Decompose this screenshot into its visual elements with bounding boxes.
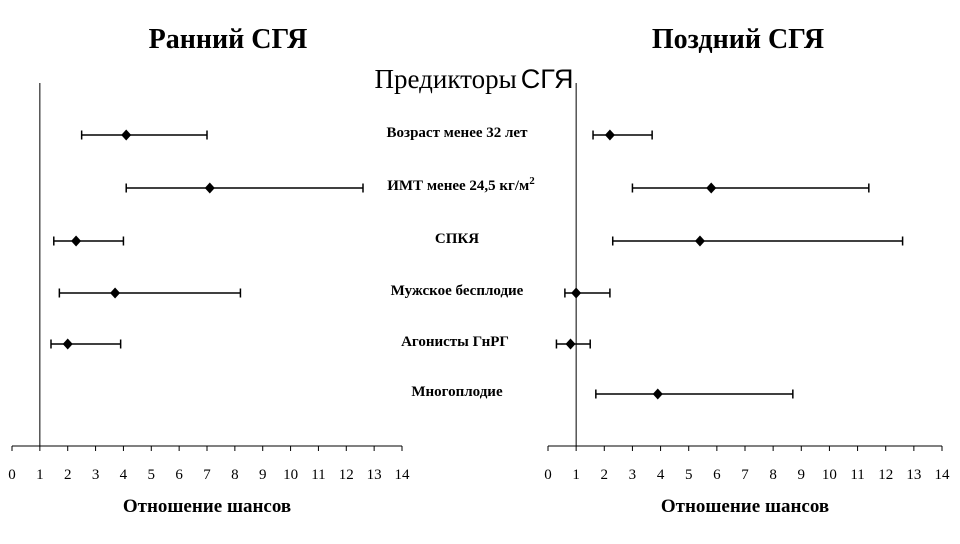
forest-point-group	[592, 129, 653, 141]
odds-ratio-marker	[694, 235, 705, 247]
panel-title: Ранний СГЯ	[149, 24, 308, 55]
x-axis-title: Отношение шансов	[661, 496, 829, 517]
x-tick-label: 6	[175, 467, 183, 483]
x-axis-title: Отношение шансов	[123, 496, 291, 517]
odds-ratio-marker	[571, 287, 582, 299]
x-tick-label: 7	[203, 467, 211, 483]
x-tick-label: 4	[657, 467, 665, 483]
main-title: Предикторы СГЯ	[375, 64, 574, 94]
x-tick-label: 5	[685, 467, 693, 483]
odds-ratio-marker	[565, 338, 576, 350]
x-tick-label: 8	[231, 467, 239, 483]
x-tick-label: 4	[120, 467, 128, 483]
predictor-label-text: Мужское бесплодие	[391, 283, 524, 299]
odds-ratio-marker	[604, 129, 615, 141]
predictor-label: Многоплодие	[411, 384, 503, 400]
x-tick-label: 9	[798, 467, 806, 483]
x-tick-label: 0	[544, 467, 552, 483]
odds-ratio-marker	[62, 338, 73, 350]
odds-ratio-marker	[652, 388, 663, 400]
x-tick-label: 10	[822, 467, 837, 483]
x-tick-label: 2	[64, 467, 72, 483]
x-tick-label: 3	[629, 467, 637, 483]
predictor-label-text: Многоплодие	[411, 384, 503, 400]
x-tick-label: 8	[769, 467, 777, 483]
predictor-label-text: Возраст менее 32 лет	[387, 125, 529, 141]
x-tick-label: 11	[311, 467, 325, 483]
x-tick-label: 11	[850, 467, 864, 483]
forest-point-group	[50, 338, 122, 350]
predictor-label: Агонисты ГнРГ	[401, 334, 509, 350]
forest-point-group	[595, 388, 794, 400]
x-tick-label: 14	[935, 467, 951, 483]
predictor-label-text: ИМТ менее 24,5 кг/м	[387, 178, 529, 194]
forest-point-group	[58, 287, 242, 299]
odds-ratio-marker	[121, 129, 132, 141]
forest-point-group	[80, 129, 208, 141]
forest-point-group	[631, 182, 870, 194]
predictor-label-text: СПКЯ	[435, 231, 479, 247]
main-title-suffix: СГЯ	[521, 64, 574, 94]
x-tick-label: 1	[36, 467, 44, 483]
x-tick-label: 6	[713, 467, 721, 483]
main-title-text: Предикторы	[375, 64, 517, 94]
predictor-label: Возраст менее 32 лет	[387, 125, 529, 141]
forest-point-group	[564, 287, 611, 299]
odds-ratio-marker	[204, 182, 215, 194]
x-tick-label: 9	[259, 467, 267, 483]
x-tick-label: 14	[395, 467, 411, 483]
predictor-label: СПКЯ	[435, 231, 479, 247]
x-tick-label: 1	[572, 467, 580, 483]
x-tick-label: 3	[92, 467, 100, 483]
predictor-label: ИМТ менее 24,5 кг/м2	[387, 175, 535, 194]
predictor-label-text: Агонисты ГнРГ	[401, 334, 509, 350]
odds-ratio-marker	[706, 182, 717, 194]
x-tick-label: 5	[148, 467, 156, 483]
x-tick-label: 0	[8, 467, 16, 483]
forest-point-group	[53, 235, 125, 247]
x-tick-label: 2	[601, 467, 609, 483]
predictor-label: Мужское бесплодие	[391, 283, 524, 299]
x-tick-label: 7	[741, 467, 749, 483]
predictor-label-superscript: 2	[529, 175, 535, 187]
forest-point-group	[555, 338, 591, 350]
x-tick-label: 10	[283, 467, 298, 483]
predictor-labels: Возраст менее 32 лет ИМТ менее 24,5 кг/м2…	[387, 125, 536, 400]
panel-title: Поздний СГЯ	[652, 24, 824, 55]
forest-point-group	[125, 182, 364, 194]
forest-point-group	[611, 235, 904, 247]
odds-ratio-marker	[71, 235, 82, 247]
x-tick-label: 12	[878, 467, 893, 483]
odds-ratio-marker	[110, 287, 121, 299]
x-tick-label: 12	[339, 467, 354, 483]
x-tick-label: 13	[906, 467, 921, 483]
x-tick-label: 13	[367, 467, 382, 483]
